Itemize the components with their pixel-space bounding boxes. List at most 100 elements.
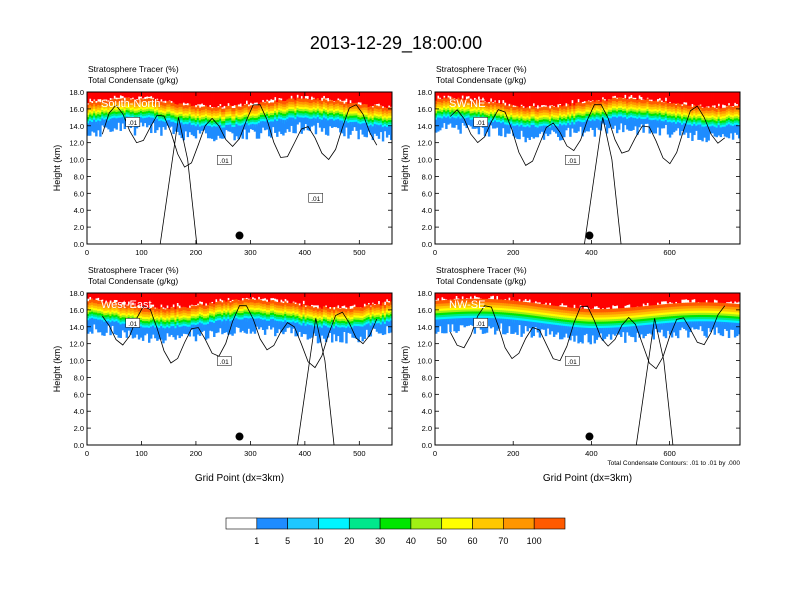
y-tick-label: 14.0: [69, 122, 84, 131]
location-marker: [235, 432, 244, 441]
panel-title-line1: Stratosphere Tracer (%): [88, 265, 179, 275]
y-tick-label: 0.0: [74, 441, 84, 450]
x-tick-label: 0: [85, 248, 89, 257]
colorbar-label: 70: [498, 536, 508, 546]
y-tick-label: 2.0: [74, 223, 84, 232]
y-tick-label: 4.0: [422, 407, 432, 416]
contour-label-box: [125, 117, 140, 127]
panel-0: .01 .01 .01 South-North Stratosphere Tracer …: [52, 64, 393, 257]
y-tick-label: 8.0: [422, 373, 432, 382]
panel-label: SW-NE: [449, 98, 485, 110]
y-tick-label: 14.0: [417, 323, 432, 332]
x-tick-label: 100: [135, 449, 148, 458]
colorbar-label: 20: [344, 536, 354, 546]
y-axis-label: Height (km): [400, 346, 410, 393]
y-axis-label: Height (km): [52, 346, 62, 393]
panel-title-line2: Total Condensate (g/kg): [88, 276, 178, 286]
contour-label-box: [565, 155, 580, 165]
y-tick-label: 8.0: [74, 373, 84, 382]
plot-frame: [434, 91, 741, 245]
y-tick-label: 12.0: [417, 139, 432, 148]
panel-label: West-East: [101, 299, 152, 311]
y-tick-label: 12.0: [69, 139, 84, 148]
panel-title-line2: Total Condensate (g/kg): [436, 276, 526, 286]
y-tick-label: 2.0: [422, 223, 432, 232]
tracer-field: [87, 92, 392, 142]
y-tick-label: 18.0: [417, 289, 432, 298]
x-tick-label: 600: [663, 449, 676, 458]
contour-label-box: [125, 318, 140, 328]
x-axis-label: Grid Point (dx=3km): [543, 473, 632, 484]
colorbar-label: 5: [285, 536, 290, 546]
panel-2: .01 .01 West-East Stratosphere Tracer (%)To…: [52, 265, 393, 484]
panel-title-line2: Total Condensate (g/kg): [88, 75, 178, 85]
contour-label: .01: [220, 359, 229, 366]
colorbar-swatch: [503, 517, 535, 530]
condensate-contour: [449, 305, 726, 445]
y-tick-label: 8.0: [422, 172, 432, 181]
contour-label-box: [473, 117, 488, 127]
colorbar-swatch: [410, 517, 443, 530]
y-tick-label: 12.0: [69, 340, 84, 349]
colorbar: 1 5 10 20 30 40 50 60 70 100: [225, 517, 566, 546]
y-tick-label: 2.0: [422, 424, 432, 433]
x-tick-label: 400: [585, 248, 598, 257]
contour-label: .01: [311, 196, 320, 203]
x-tick-label: 300: [244, 449, 257, 458]
figure-title: 2013-12-29_18:00:00: [310, 33, 482, 54]
contour-label-box: [473, 318, 488, 328]
colorbar-label: 50: [437, 536, 447, 546]
plot-frame: [86, 91, 393, 245]
y-tick-label: 16.0: [69, 306, 84, 315]
y-tick-label: 6.0: [74, 390, 84, 399]
x-tick-label: 200: [507, 248, 520, 257]
colorbar-label: 60: [468, 536, 478, 546]
y-tick-label: 4.0: [74, 206, 84, 215]
contour-label-box: [217, 155, 232, 165]
colorbar-swatch: [256, 517, 288, 530]
y-axis-label: Height (km): [400, 145, 410, 192]
x-tick-label: 500: [353, 248, 366, 257]
colorbar-swatch: [348, 517, 381, 530]
contour-label-box: [217, 356, 232, 366]
contour-label-box: [565, 356, 580, 366]
x-tick-label: 400: [299, 248, 312, 257]
x-axis-label: Grid Point (dx=3km): [195, 473, 284, 484]
y-tick-label: 10.0: [417, 357, 432, 366]
x-tick-label: 500: [353, 449, 366, 458]
y-tick-label: 14.0: [417, 122, 432, 131]
plot-frame: [86, 292, 393, 446]
y-tick-label: 0.0: [422, 240, 432, 249]
y-tick-label: 10.0: [417, 156, 432, 165]
colorbar-label: 30: [375, 536, 385, 546]
x-tick-label: 0: [433, 248, 437, 257]
x-tick-label: 200: [190, 248, 203, 257]
y-tick-label: 18.0: [69, 289, 84, 298]
x-tick-label: 300: [244, 248, 257, 257]
y-tick-label: 16.0: [417, 105, 432, 114]
y-tick-label: 6.0: [422, 390, 432, 399]
y-tick-label: 4.0: [74, 407, 84, 416]
x-tick-label: 0: [433, 449, 437, 458]
y-tick-label: 18.0: [417, 88, 432, 97]
panels: .01 .01 .01 South-North Stratosphere Tracer …: [52, 64, 741, 484]
location-marker: [235, 231, 244, 240]
x-tick-label: 600: [663, 248, 676, 257]
colorbar-swatch: [225, 517, 258, 530]
y-tick-label: 10.0: [69, 156, 84, 165]
colorbar-swatch: [379, 517, 412, 530]
contour-label: .01: [476, 120, 485, 127]
y-tick-label: 16.0: [69, 105, 84, 114]
condensate-contour: [101, 104, 378, 244]
x-tick-label: 0: [85, 449, 89, 458]
contour-label: .01: [568, 158, 577, 165]
y-tick-label: 12.0: [417, 340, 432, 349]
y-tick-label: 4.0: [422, 206, 432, 215]
panel-title-line1: Stratosphere Tracer (%): [88, 64, 179, 74]
condensate-contour: [101, 305, 378, 445]
location-marker: [585, 432, 594, 441]
colorbar-swatch: [533, 517, 566, 530]
y-tick-label: 0.0: [422, 441, 432, 450]
y-tick-label: 16.0: [417, 306, 432, 315]
